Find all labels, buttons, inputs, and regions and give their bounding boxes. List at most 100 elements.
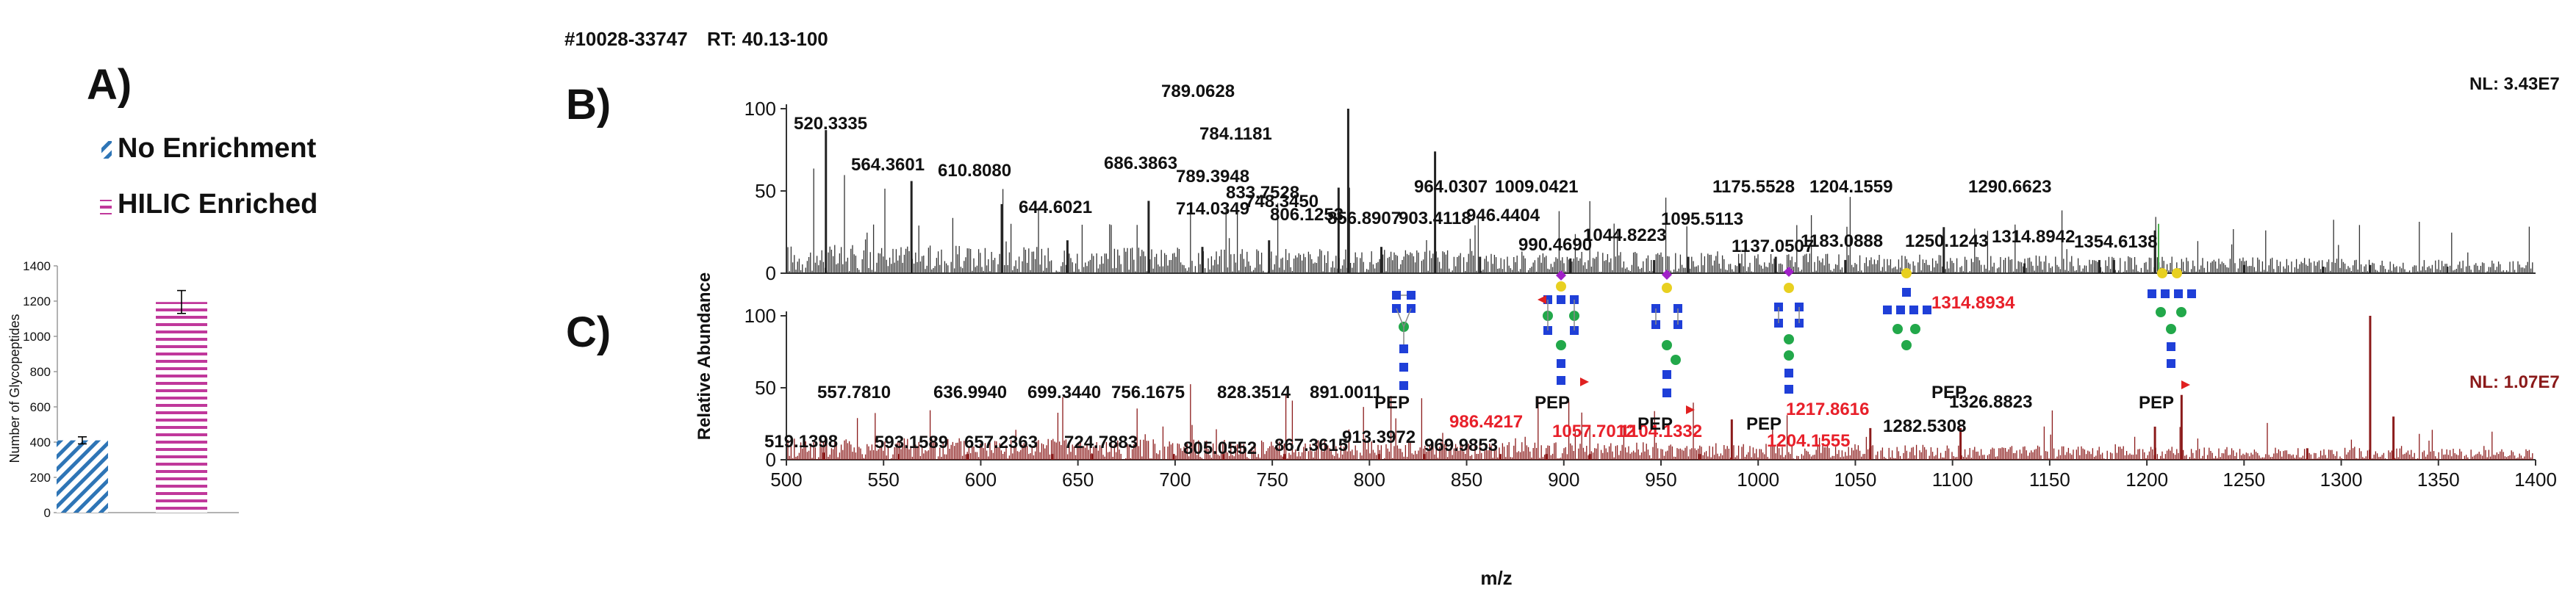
galactose-circle-icon [2157,268,2167,278]
peak-label-1009.0421: 1009.0421 [1495,177,1578,197]
x-tick-label: 850 [1451,469,1482,491]
panel-a-bars [57,289,207,513]
galactose-circle-icon [1556,281,1566,292]
peak-label-964.0307: 964.0307 [1414,177,1488,197]
x-tick-label: 950 [1645,469,1676,491]
y-tick-label: 0 [766,262,776,284]
y-tick-label: 0 [766,449,776,471]
glcnac-square-icon [1784,369,1793,377]
x-tick-label: 1200 [2125,469,2168,491]
x-tick-label: 650 [1062,469,1094,491]
x-tick-label: 1050 [1834,469,1877,491]
peak-label-724.7883: 724.7883 [1064,433,1138,452]
panel-b-axes: 0 50 100 [745,98,2536,284]
baseline-noise [787,168,2533,273]
y-tick-label: 50 [755,377,776,399]
mannose-circle-icon [1556,340,1566,350]
panel-a-bar-chart: A) No Enrichment HILIC Enriched Number o… [7,61,317,520]
glcnac-square-icon [2148,289,2156,298]
galactose-circle-icon [2172,268,2182,278]
glcnac-square-icon [1399,344,1408,353]
glcnac-square-icon [1399,363,1408,372]
peak-label-990.4690: 990.4690 [1518,235,1592,255]
peak-label-557.7810: 557.7810 [817,383,891,402]
x-tick-label: 600 [965,469,997,491]
legend-label-hilic-enriched: HILIC Enriched [118,189,317,220]
peak-label-564.3601: 564.3601 [851,155,925,175]
panel-c-label: C) [566,308,611,356]
panel-a-y-tick-label: 1400 [23,259,51,273]
glcnac-square-icon [1909,306,1918,314]
panel-c-glycan-annotations: PEP PEP PEP PEP PEP PEP [1374,267,2196,434]
glcnac-square-icon [1557,359,1565,368]
x-tick-label: 500 [770,469,802,491]
peak-label-806.1253: 806.1253 [1270,205,1343,225]
legend-swatch-no-enrichment [101,141,112,159]
retention-time-label: RT: 40.13-100 [707,28,828,50]
mannose-circle-icon [1910,324,1920,334]
mannose-circle-icon [1901,340,1912,350]
x-tick-label: 1300 [2320,469,2363,491]
glcnac-square-icon [1662,389,1671,397]
mannose-circle-icon [2156,307,2166,317]
x-tick-label: 550 [868,469,900,491]
panel-a-y-tick-label: 200 [30,471,51,485]
glcnac-square-icon [1557,295,1565,304]
panel-a-y-tick-label: 0 [44,506,51,520]
mannose-circle-icon [1892,324,1903,334]
mannose-circle-icon [1662,340,1672,350]
glycan-bond [1396,308,1404,328]
peak-label-903.4118: 903.4118 [1399,209,1471,228]
peak-label-748.3450: 748.3450 [1245,192,1319,212]
peak-label-1204.1559: 1204.1559 [1809,177,1892,197]
panel-c-spectrum: C) NL: 1.07E7 Relative Abundance m/z 050… [566,267,2560,589]
glcnac-square-icon [1923,306,1931,314]
panel-a-label: A) [87,61,132,109]
y-axis-label-relative-abundance: Relative Abundance [695,272,714,441]
peak-label-1183.0888: 1183.0888 [1801,231,1883,251]
mannose-circle-icon [2166,324,2176,334]
glcnac-square-icon [2167,359,2175,368]
glcnac-square-icon [2161,289,2170,298]
x-tick-label: 1250 [2222,469,2265,491]
legend-swatch-hilic-enriched [100,200,112,214]
glcnac-square-icon [1399,381,1408,390]
y-tick-label: 50 [755,180,776,202]
peak-label-1314.8942: 1314.8942 [1992,227,2075,247]
panel-a-y-tick-label: 800 [30,365,51,379]
mannose-circle-icon [2176,307,2186,317]
peak-label-1095.5113: 1095.5113 [1661,209,1743,229]
peak-label-913.3972: 913.3972 [1342,427,1416,447]
peak-label-946.4404: 946.4404 [1466,206,1540,225]
panel-a-axes: 0 200 400 600 800 1000 1200 1400 [23,259,239,520]
glcnac-square-icon [1896,306,1905,314]
panel-a-legend: No Enrichment HILIC Enriched [100,133,317,220]
peak-label-1282.5308: 1282.5308 [1883,416,1966,436]
fucose-triangle-icon [1580,377,1589,386]
mannose-circle-icon [1784,350,1794,361]
sialic-acid-diamond-icon [1784,267,1794,277]
baseline-noise [787,384,2533,460]
fucose-triangle-icon [2181,380,2190,389]
pep-label: PEP [1535,393,1570,413]
panel-a-y-axis-label: Number of Glycopeptides [7,314,22,463]
peak-label-784.1181: 784.1181 [1199,124,1272,144]
peak-label-1044.8223: 1044.8223 [1583,225,1666,245]
peak-label-1326.8823: 1326.8823 [1949,392,2032,412]
y-tick-label: 100 [745,305,776,327]
x-tick-label: 1000 [1737,469,1779,491]
scan-info: #10028-33747 [564,28,688,50]
peak-label-644.6021: 644.6021 [1019,198,1092,217]
peak-label-1290.6623: 1290.6623 [1968,177,2051,197]
panel-b-label: B) [566,81,611,129]
x-tick-label: 1150 [2029,469,2070,491]
glcnac-square-icon [2174,289,2183,298]
peak-label-833.7528: 833.7528 [1226,183,1299,203]
x-tick-label: 700 [1159,469,1191,491]
peak-label-1204.1555: 1204.1555 [1767,431,1850,451]
peak-label-657.2363: 657.2363 [964,433,1038,452]
peak-label-520.3335: 520.3335 [794,114,867,134]
glycan-bond [1403,308,1412,328]
peak-label-969.9853: 969.9853 [1424,436,1498,455]
